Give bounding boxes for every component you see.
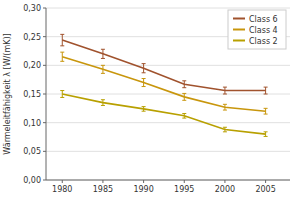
y-tick-label: 0,20 bbox=[23, 61, 41, 70]
data bbox=[60, 34, 267, 136]
grid bbox=[46, 8, 290, 180]
grid-line bbox=[46, 8, 290, 9]
legend-label: Class 6 bbox=[249, 15, 278, 24]
series bbox=[60, 91, 267, 137]
x-tick-label: 1980 bbox=[52, 185, 72, 194]
y-tick-label: 0,15 bbox=[23, 90, 41, 99]
y-tick-label: 0,00 bbox=[23, 176, 41, 185]
grid-line bbox=[46, 180, 290, 181]
x-axis bbox=[46, 180, 290, 181]
legend-label: Class 4 bbox=[249, 26, 278, 35]
grid-line bbox=[46, 151, 290, 152]
x-tick-label: 1990 bbox=[133, 185, 153, 194]
y-tick-label: 0,05 bbox=[23, 147, 41, 156]
x-tick-label: 2000 bbox=[215, 185, 235, 194]
x-tick-label: 1995 bbox=[174, 185, 194, 194]
y-axis bbox=[46, 8, 47, 180]
series-line bbox=[62, 94, 265, 134]
y-tick-label: 0,10 bbox=[23, 119, 41, 128]
chart-container: 0,00 0,05 0,10 0,15 0,20 0,25 0,30 1980 1985 1990… bbox=[0, 0, 300, 200]
x-tick-label: 1985 bbox=[93, 185, 113, 194]
y-tick-label: 0,30 bbox=[23, 4, 41, 13]
x-tick-label: 2005 bbox=[255, 185, 275, 194]
series bbox=[60, 52, 267, 114]
y-tick-label: 0,25 bbox=[23, 33, 41, 42]
legend-swatch bbox=[233, 18, 245, 20]
grid-line bbox=[46, 94, 290, 95]
legend-label: Class 2 bbox=[249, 37, 278, 46]
series-line bbox=[62, 57, 265, 111]
grid-line bbox=[46, 122, 290, 123]
grid-line bbox=[46, 65, 290, 66]
legend-swatch bbox=[233, 40, 245, 42]
chart: 0,00 0,05 0,10 0,15 0,20 0,25 0,30 1980 1985 1990… bbox=[0, 0, 300, 200]
legend: Class 6 Class 4 Class 2 bbox=[228, 10, 286, 49]
legend-swatch bbox=[233, 29, 245, 31]
y-axis-label: Wärmeleitfähigkeit λ [W/(mK)] bbox=[3, 33, 12, 154]
axes: 0,00 0,05 0,10 0,15 0,20 0,25 0,30 1980 1985 1990… bbox=[23, 4, 290, 194]
legend-frame bbox=[228, 10, 286, 49]
